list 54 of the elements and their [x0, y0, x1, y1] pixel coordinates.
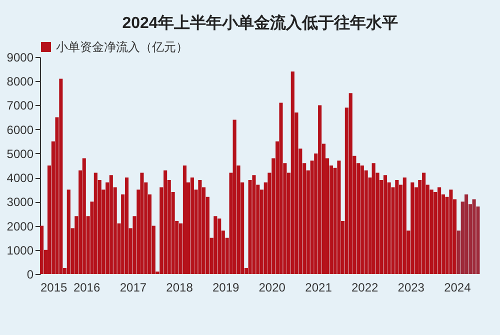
x-tick-label: 2023 — [398, 280, 425, 294]
bar — [383, 175, 388, 274]
bar — [66, 190, 70, 274]
x-tick-label: 2016 — [73, 280, 100, 294]
bar — [198, 180, 202, 274]
bar — [40, 226, 44, 274]
x-tick-label: 2017 — [120, 280, 147, 294]
x-tick-label: 2024 — [444, 280, 472, 294]
bar — [218, 218, 222, 274]
legend-label: 小单资金净流入（亿元） — [56, 40, 188, 54]
bar — [124, 178, 129, 274]
chart-title: 2024年上半年小单金流入低于往年水平 — [122, 13, 398, 32]
x-tick-label: 2021 — [305, 280, 332, 294]
bar — [190, 178, 194, 274]
bar — [109, 175, 113, 274]
bar — [337, 160, 341, 274]
bar — [410, 182, 414, 274]
y-tick-label: 4000 — [6, 171, 34, 186]
y-tick-label: 1000 — [6, 243, 34, 258]
y-tick-label: 5000 — [6, 146, 34, 161]
bar — [94, 172, 98, 274]
y-tick-label: 0 — [26, 268, 34, 282]
bar — [464, 194, 468, 274]
bar — [164, 170, 168, 274]
bar — [402, 178, 406, 274]
bar — [82, 158, 86, 274]
y-tick-label: 3000 — [6, 195, 34, 210]
bar — [348, 93, 352, 274]
x-tick-label: 2015 — [40, 280, 68, 294]
bar — [422, 172, 426, 274]
y-tick-label: 8000 — [6, 74, 34, 89]
bar — [372, 163, 376, 274]
bar — [360, 166, 364, 274]
bar — [140, 172, 144, 274]
bar — [449, 190, 453, 274]
y-tick-label: 6000 — [6, 122, 34, 137]
y-tick-label: 2000 — [6, 219, 34, 234]
bar — [232, 120, 236, 274]
y-tick-label: 9000 — [6, 50, 34, 64]
bar — [395, 180, 399, 274]
bar — [59, 78, 63, 274]
bar — [279, 102, 283, 274]
bar — [472, 199, 476, 274]
y-tick-label: 7000 — [6, 98, 34, 113]
bar — [214, 216, 218, 274]
x-tick-label: 2020 — [258, 280, 286, 294]
bar — [438, 187, 442, 274]
bar — [318, 105, 322, 274]
bar — [252, 175, 256, 274]
x-tick-label: 2022 — [351, 280, 378, 294]
bar — [290, 71, 294, 274]
x-tick-label: 2018 — [166, 280, 194, 294]
bar — [182, 166, 186, 274]
x-tick-label: 2019 — [212, 280, 240, 294]
